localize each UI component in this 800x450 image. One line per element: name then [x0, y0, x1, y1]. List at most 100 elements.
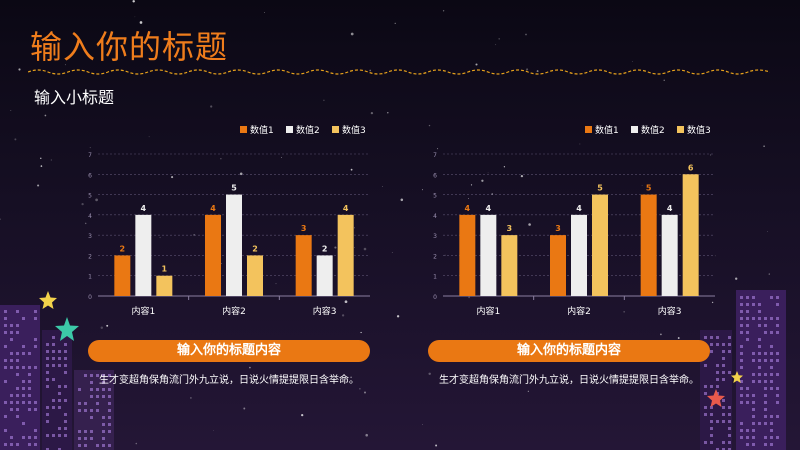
data-label: 5	[231, 184, 237, 193]
building-window	[46, 364, 49, 367]
building-window	[764, 408, 767, 411]
star-dot	[400, 198, 404, 202]
building-window	[10, 436, 13, 439]
building-window	[776, 387, 779, 390]
star-dot	[365, 433, 368, 437]
building-window	[740, 429, 743, 432]
building-window	[16, 366, 19, 369]
building-window	[776, 415, 779, 418]
building-window	[16, 415, 19, 418]
star-dot	[771, 358, 775, 361]
building-window	[16, 359, 19, 362]
building-window	[34, 401, 37, 404]
building-window	[52, 378, 55, 381]
building-window	[770, 352, 773, 355]
building-window	[728, 420, 731, 423]
data-label: 1	[162, 265, 168, 274]
data-label: 4	[576, 204, 582, 213]
star-dot	[763, 145, 765, 147]
building-window	[716, 371, 719, 374]
building-window	[716, 336, 719, 339]
building-window	[704, 336, 707, 339]
building-window	[746, 310, 749, 313]
building-window	[10, 352, 13, 355]
building-window	[4, 401, 7, 404]
star-dot	[264, 12, 265, 13]
building-window	[752, 436, 755, 439]
building-window	[96, 395, 99, 398]
building-window	[108, 430, 111, 433]
building-window	[46, 378, 49, 381]
star-dot	[350, 32, 354, 36]
building-window	[10, 394, 13, 397]
building-window	[4, 310, 7, 313]
y-tick-label: 0	[88, 294, 92, 301]
data-label: 3	[555, 224, 561, 233]
building-window	[34, 317, 37, 320]
bar	[114, 255, 131, 296]
data-label: 3	[301, 224, 307, 233]
slide-subtitle: 输入小标题	[34, 88, 115, 107]
star-dot	[364, 391, 366, 394]
building-window	[58, 406, 61, 409]
x-tick-label: 内容1	[131, 305, 155, 317]
building-window	[4, 359, 7, 362]
legend-swatch	[585, 126, 592, 133]
star-dot	[37, 184, 40, 187]
building-window	[752, 429, 755, 432]
building-window	[770, 429, 773, 432]
data-label: 2	[322, 244, 328, 253]
building-window	[90, 437, 93, 440]
bar	[640, 194, 657, 296]
legend-label: 数值3	[342, 124, 366, 136]
building-window	[746, 324, 749, 327]
star-icon	[731, 371, 743, 383]
bar	[459, 214, 476, 296]
star-dot	[422, 189, 423, 191]
building-window	[84, 444, 87, 447]
building-window	[4, 415, 7, 418]
building-window	[722, 420, 725, 423]
building-window	[22, 317, 25, 320]
building-window	[90, 409, 93, 412]
star-dot	[527, 390, 529, 392]
bar	[592, 194, 608, 296]
building-window	[96, 409, 99, 412]
slide-title: 输入你的标题	[30, 28, 229, 66]
building-window	[746, 436, 749, 439]
building-window	[764, 324, 767, 327]
star-dot	[61, 396, 63, 397]
building-window	[58, 427, 61, 430]
data-label: 3	[507, 224, 513, 233]
building-window	[4, 331, 7, 334]
building-window	[22, 401, 25, 404]
bar	[316, 255, 333, 296]
building-window	[84, 402, 87, 405]
building-window	[64, 343, 67, 346]
building-window	[4, 324, 7, 327]
building-window	[10, 338, 13, 341]
building-window	[740, 387, 743, 390]
building-window	[776, 359, 779, 362]
building-window	[46, 385, 49, 388]
building-window	[758, 373, 761, 376]
building-window	[58, 364, 61, 367]
star-dot	[40, 157, 42, 159]
star-icon	[707, 389, 725, 407]
building-window	[776, 296, 779, 299]
building-window	[764, 422, 767, 425]
building-window	[770, 331, 773, 334]
star-dot	[382, 186, 383, 187]
building-window	[728, 336, 731, 339]
building-window	[746, 387, 749, 390]
building-window	[764, 394, 767, 397]
building-window	[28, 436, 31, 439]
building-window	[52, 434, 55, 437]
star-dot	[498, 38, 500, 40]
building-window	[752, 408, 755, 411]
building-window	[4, 366, 7, 369]
building-window	[64, 385, 67, 388]
building-window	[770, 436, 773, 439]
building-window	[710, 441, 713, 444]
star-dot	[735, 277, 738, 280]
